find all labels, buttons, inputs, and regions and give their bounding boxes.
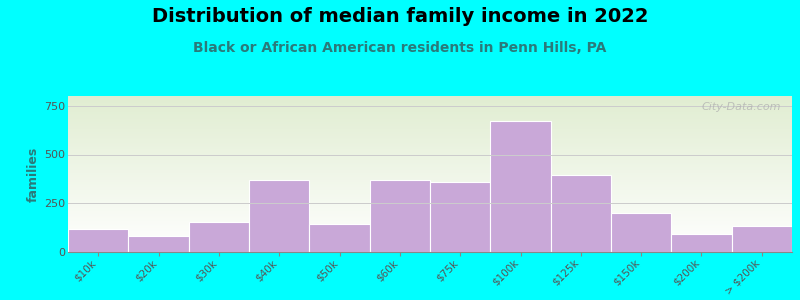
Text: Distribution of median family income in 2022: Distribution of median family income in … bbox=[152, 8, 648, 26]
Bar bbox=[68, 229, 128, 252]
Bar bbox=[732, 226, 792, 252]
Bar bbox=[128, 236, 189, 252]
Text: Black or African American residents in Penn Hills, PA: Black or African American residents in P… bbox=[194, 40, 606, 55]
Bar bbox=[310, 224, 370, 252]
Bar bbox=[490, 121, 550, 252]
Bar bbox=[550, 175, 611, 252]
Bar bbox=[189, 222, 249, 252]
Bar bbox=[671, 235, 732, 252]
Bar bbox=[611, 213, 671, 252]
Text: City-Data.com: City-Data.com bbox=[702, 102, 781, 112]
Y-axis label: families: families bbox=[27, 146, 40, 202]
Bar bbox=[430, 182, 490, 252]
Bar bbox=[370, 180, 430, 252]
Bar bbox=[249, 180, 310, 252]
